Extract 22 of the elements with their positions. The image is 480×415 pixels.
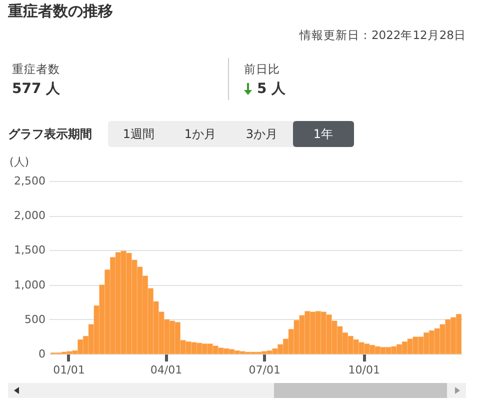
text: 1年 [292, 121, 354, 147]
y-tick-label: 2,500 [14, 174, 46, 188]
y-tick-label: 500 [24, 312, 46, 326]
y-tick-label: 2,000 [14, 209, 46, 222]
x-tick-label: 10/01 [348, 364, 380, 376]
text: 577 人 [12, 80, 60, 98]
y-tick-label: 1,000 [14, 278, 46, 292]
text: 5 人 [257, 80, 286, 98]
text: 1か月 [183, 126, 218, 143]
text: 1週間 [122, 126, 156, 143]
y-tick-label: 0 [38, 348, 46, 360]
text: グラフ表示期間 [8, 126, 92, 143]
chart-subtitle: 情報更新日：2022年12月28日 [299, 28, 466, 43]
x-tick-label: 07/01 [248, 364, 280, 376]
text: 重症者数 [12, 62, 60, 77]
text: 3か月 [244, 126, 279, 143]
chart-title: 重症者数の推移 [8, 2, 113, 21]
x-tick-label: 04/01 [150, 364, 182, 376]
text: 前日比 [244, 62, 280, 77]
x-tick-label: 01/01 [53, 364, 85, 376]
y-tick-label: 1,500 [14, 244, 46, 257]
y-axis-title: (人) [10, 156, 30, 168]
